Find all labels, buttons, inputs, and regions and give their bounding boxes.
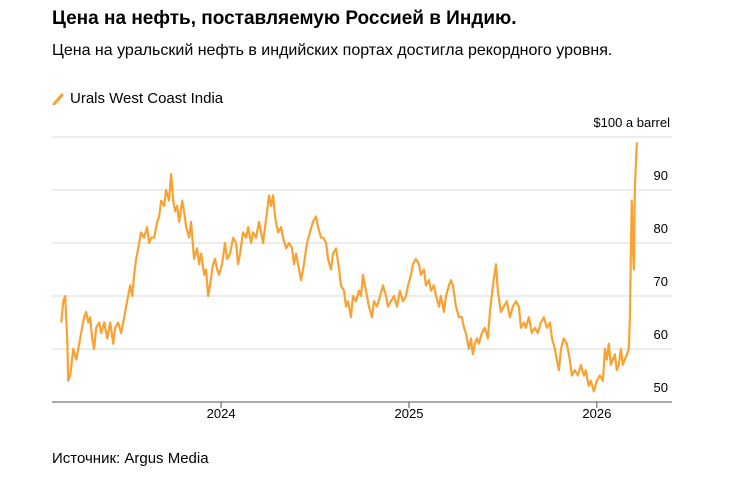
source: Источник: Argus Media bbox=[52, 450, 209, 467]
legend-swatch bbox=[52, 93, 64, 105]
legend: Urals West Coast India bbox=[52, 90, 223, 107]
chart-title: Цена на нефть, поставляемую Россией в Ин… bbox=[52, 8, 517, 29]
chart-subtitle: Цена на уральский нефть в индийских порт… bbox=[52, 42, 613, 59]
y-tick-label: 60 bbox=[654, 327, 668, 342]
x-tick-label: 2024 bbox=[207, 406, 236, 421]
y-tick-label: 80 bbox=[654, 221, 668, 236]
y-tick-label: 70 bbox=[654, 274, 668, 289]
data-line bbox=[60, 142, 638, 393]
y-tick-label: 90 bbox=[654, 168, 668, 183]
y-tick-label: $100 a barrel bbox=[593, 115, 670, 130]
x-tick-label: 2025 bbox=[395, 406, 424, 421]
x-tick-label: 2026 bbox=[582, 406, 611, 421]
legend-label: Urals West Coast India bbox=[70, 90, 224, 107]
y-tick-label: 50 bbox=[654, 380, 668, 395]
